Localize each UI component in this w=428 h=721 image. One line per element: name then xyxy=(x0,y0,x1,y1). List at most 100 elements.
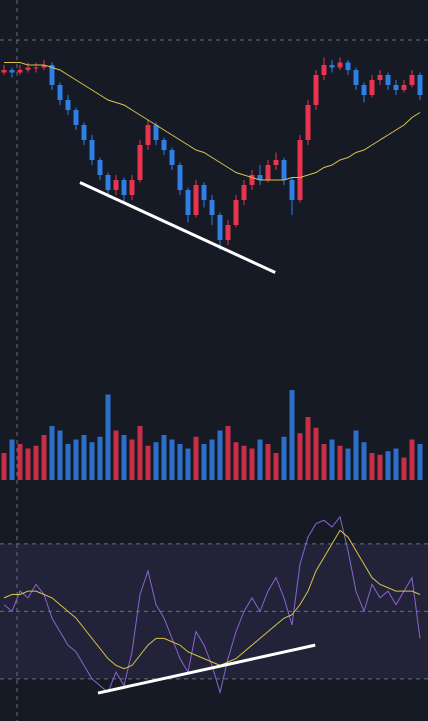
candle-body xyxy=(41,65,47,68)
candle-body xyxy=(33,67,39,69)
volume-bar xyxy=(321,444,327,480)
candle-body xyxy=(65,100,71,110)
volume-bar xyxy=(393,448,399,480)
candle-body xyxy=(217,215,223,240)
candle-body xyxy=(57,85,63,100)
volume-bar xyxy=(73,439,79,480)
trendline xyxy=(79,181,276,274)
volume-bar xyxy=(345,448,351,480)
candle-body xyxy=(201,185,207,200)
volume-bar xyxy=(41,435,47,480)
volume-bar xyxy=(225,426,231,480)
candle-body xyxy=(113,180,119,190)
candle-body xyxy=(241,185,247,200)
candle-body xyxy=(105,175,111,190)
candle-body xyxy=(161,140,167,150)
candle-body xyxy=(353,70,359,85)
candle-body xyxy=(137,145,143,180)
candle-body xyxy=(81,125,87,140)
volume-bar xyxy=(265,444,271,480)
candle-body xyxy=(417,75,423,95)
volume-bar xyxy=(297,433,303,480)
volume-bar xyxy=(169,439,175,480)
volume-bar xyxy=(361,442,367,480)
volume-bar xyxy=(65,444,71,480)
volume-bar xyxy=(201,444,207,480)
volume-bar xyxy=(193,436,199,480)
volume-bar xyxy=(105,394,111,480)
candle-body xyxy=(313,75,319,105)
candle-body xyxy=(393,85,399,90)
volume-bar xyxy=(409,439,415,480)
volume-bar xyxy=(273,453,279,480)
candle-body xyxy=(97,160,103,175)
volume-bar xyxy=(121,435,127,480)
volume-bar xyxy=(281,436,287,480)
candle-body xyxy=(233,200,239,225)
volume-bar xyxy=(153,442,159,480)
candle-body xyxy=(121,180,127,195)
candle-body xyxy=(321,65,327,75)
candle-body xyxy=(369,80,375,95)
moving-average xyxy=(4,62,421,181)
candle-body xyxy=(185,190,191,215)
candle-body xyxy=(1,70,7,73)
volume-bar xyxy=(113,430,119,480)
candle-body xyxy=(73,110,79,125)
volume-bar xyxy=(209,439,215,480)
volume-bar xyxy=(1,453,7,480)
candle-body xyxy=(17,70,23,73)
volume-bar xyxy=(17,444,23,480)
volume-bar xyxy=(49,426,55,480)
volume-bar xyxy=(33,445,39,480)
volume-bar xyxy=(417,444,423,480)
candle-body xyxy=(409,75,415,85)
volume-bar xyxy=(137,426,143,480)
candle-body xyxy=(361,85,367,95)
candle-body xyxy=(257,175,263,180)
volume-bar xyxy=(353,430,359,480)
volume-bar xyxy=(241,445,247,480)
candle-body xyxy=(305,105,311,140)
volume-bar xyxy=(185,448,191,480)
candle-body xyxy=(377,75,383,80)
volume-bar xyxy=(289,390,295,480)
volume-bar xyxy=(329,439,335,480)
volume-bar xyxy=(369,453,375,480)
volume-bar xyxy=(377,454,383,480)
candle-body xyxy=(145,125,151,145)
rsi-average xyxy=(3,529,421,670)
volume-bar xyxy=(89,442,95,480)
volume-bar xyxy=(145,445,151,480)
candle-body xyxy=(153,125,159,140)
candle-body xyxy=(49,65,55,85)
volume-bar xyxy=(129,439,135,480)
candle-body xyxy=(193,185,199,215)
candle-body xyxy=(209,200,215,215)
volume-bar xyxy=(97,436,103,480)
candle-body xyxy=(281,160,287,180)
candle-body xyxy=(297,140,303,200)
volume-bar xyxy=(233,442,239,480)
candle-body xyxy=(273,160,279,165)
candle-body xyxy=(337,62,343,68)
candle-body xyxy=(89,140,95,160)
candle-body xyxy=(329,65,335,68)
candle-body xyxy=(129,180,135,195)
volume-bar xyxy=(337,445,343,480)
rsi-line xyxy=(3,515,421,695)
volume-bar xyxy=(81,435,87,480)
candle-body xyxy=(265,165,271,180)
candle-body xyxy=(225,225,231,240)
volume-bar xyxy=(25,448,31,480)
candle-body xyxy=(9,70,15,73)
candle-body xyxy=(177,165,183,190)
candle-body xyxy=(385,75,391,85)
volume-bar xyxy=(9,439,15,480)
volume-bar xyxy=(217,430,223,480)
candle-body xyxy=(249,175,255,185)
trendline xyxy=(97,643,316,695)
candle-body xyxy=(345,62,351,70)
